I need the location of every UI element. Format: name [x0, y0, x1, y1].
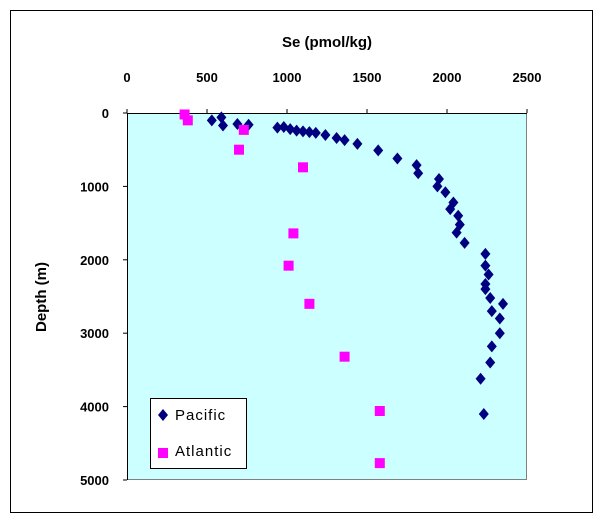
- pacific-data-point: [475, 372, 486, 385]
- pacific-data-point: [480, 247, 491, 260]
- pacific-data-point: [320, 129, 331, 142]
- atlantic-data-point: [374, 406, 385, 417]
- pacific-data-point: [459, 236, 470, 249]
- pacific-data-point: [494, 327, 505, 340]
- pacific-data-point: [218, 119, 228, 132]
- legend-pacific-diamond-icon: [158, 409, 168, 421]
- pacific-data-point: [480, 283, 491, 296]
- y-tick-label: 1000: [80, 179, 109, 194]
- atlantic-data-point: [288, 228, 299, 239]
- pacific-data-point: [486, 340, 497, 353]
- x-tick-label: 2500: [513, 70, 542, 85]
- pacific-data-point: [216, 111, 227, 124]
- atlantic-data-point: [374, 458, 385, 469]
- x-tick-label: 500: [196, 70, 218, 85]
- legend-pacific-label: Pacific: [175, 407, 226, 424]
- x-tick-label: 0: [123, 70, 130, 85]
- legend-atlantic-square-icon: [158, 448, 168, 458]
- legend: Pacific Atlantic: [150, 398, 247, 469]
- y-axis-title: Depth (m): [33, 262, 50, 332]
- atlantic-data-point: [304, 298, 315, 309]
- pacific-data-point: [432, 180, 443, 193]
- x-tick-labels: 0 500 1000 1500 2000 2500: [123, 70, 541, 85]
- x-axis: 0 500 1000 1500 2000 2500 Se (pmol/kg): [123, 34, 541, 114]
- x-axis-title: Se (pmol/kg): [282, 34, 372, 51]
- pacific-data-point: [285, 123, 296, 136]
- x-tick-marks: [126, 109, 528, 113]
- y-tick-labels: 0 1000 2000 3000 4000 5000: [80, 106, 109, 488]
- y-tick-label: 0: [102, 106, 109, 121]
- pacific-data-point: [485, 291, 496, 304]
- pacific-data-point: [453, 209, 464, 222]
- atlantic-data-point: [339, 351, 350, 362]
- pacific-data-point: [304, 126, 315, 139]
- atlantic-data-point: [298, 162, 308, 173]
- pacific-data-point: [483, 268, 494, 281]
- y-tick-label: 4000: [80, 400, 109, 415]
- pacific-data-point: [486, 305, 497, 318]
- pacific-data-point: [498, 297, 508, 310]
- pacific-data-point: [478, 407, 489, 420]
- pacific-data-point: [440, 186, 451, 199]
- pacific-data-point: [445, 203, 456, 216]
- atlantic-data-point: [234, 144, 244, 155]
- pacific-data-point: [480, 259, 491, 272]
- pacific-data-point: [451, 226, 462, 239]
- pacific-data-point: [352, 137, 363, 150]
- pacific-data-point: [298, 125, 308, 138]
- pacific-data-point: [206, 114, 217, 127]
- pacific-data-point: [339, 134, 350, 147]
- pacific-data-point: [291, 124, 302, 137]
- data-markers: [179, 109, 508, 469]
- pacific-data-point: [411, 159, 422, 172]
- y-tick-marks: [123, 112, 127, 481]
- pacific-data-point: [494, 312, 505, 325]
- atlantic-data-point: [182, 115, 193, 126]
- atlantic-data-point: [238, 124, 249, 135]
- pacific-data-point: [413, 167, 424, 180]
- pacific-data-point: [485, 356, 496, 369]
- x-tick-label: 1000: [273, 70, 302, 85]
- pacific-data-point: [272, 121, 283, 134]
- y-tick-label: 2000: [80, 253, 109, 268]
- y-tick-label: 3000: [80, 326, 109, 341]
- pacific-data-point: [373, 144, 384, 157]
- pacific-data-point: [310, 126, 321, 139]
- x-tick-label: 1500: [353, 70, 382, 85]
- pacific-data-point: [392, 152, 403, 165]
- pacific-data-point: [331, 131, 342, 144]
- y-axis: 0 1000 2000 3000 4000 5000 Depth (m): [33, 106, 128, 488]
- atlantic-data-point: [283, 260, 294, 271]
- atlantic-data-point: [179, 109, 190, 120]
- y-tick-label: 5000: [80, 473, 109, 488]
- x-tick-label: 2000: [433, 70, 462, 85]
- legend-atlantic-label: Atlantic: [175, 443, 232, 460]
